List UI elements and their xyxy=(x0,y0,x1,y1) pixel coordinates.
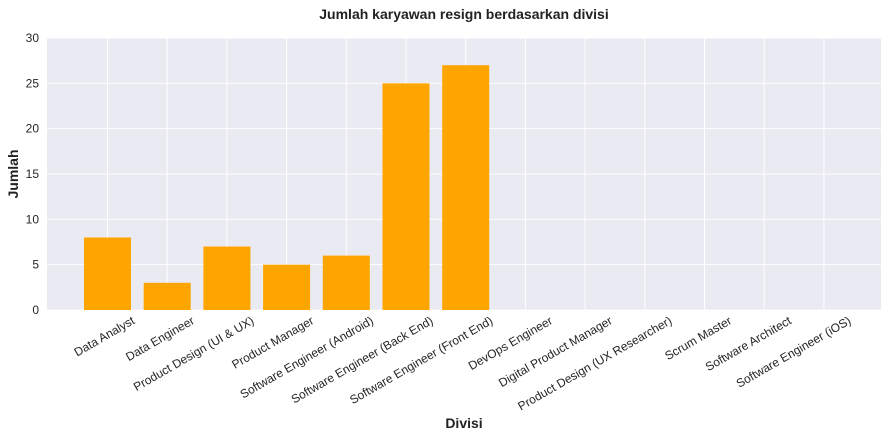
bars xyxy=(84,65,490,310)
bar xyxy=(203,246,251,310)
y-tick-label: 20 xyxy=(26,122,40,136)
x-tick-label: Software Engineer (iOS) xyxy=(734,313,854,390)
bar xyxy=(322,255,370,310)
chart-title: Jumlah karyawan resign berdasarkan divis… xyxy=(319,6,608,22)
bar xyxy=(143,282,191,310)
y-tick-label: 10 xyxy=(26,212,40,226)
y-axis-label: Jumlah xyxy=(5,149,21,198)
bar xyxy=(84,237,131,310)
y-tick-label: 30 xyxy=(26,31,40,45)
bar xyxy=(382,83,430,310)
bar xyxy=(263,264,311,310)
y-tick-label: 25 xyxy=(26,76,40,90)
x-axis-label: Divisi xyxy=(445,415,482,431)
y-tick-labels: 0 5 10 15 20 25 30 xyxy=(26,31,40,317)
y-tick-label: 0 xyxy=(32,303,39,317)
y-tick-label: 5 xyxy=(32,258,39,272)
bar xyxy=(442,65,490,310)
y-tick-label: 15 xyxy=(26,167,40,181)
